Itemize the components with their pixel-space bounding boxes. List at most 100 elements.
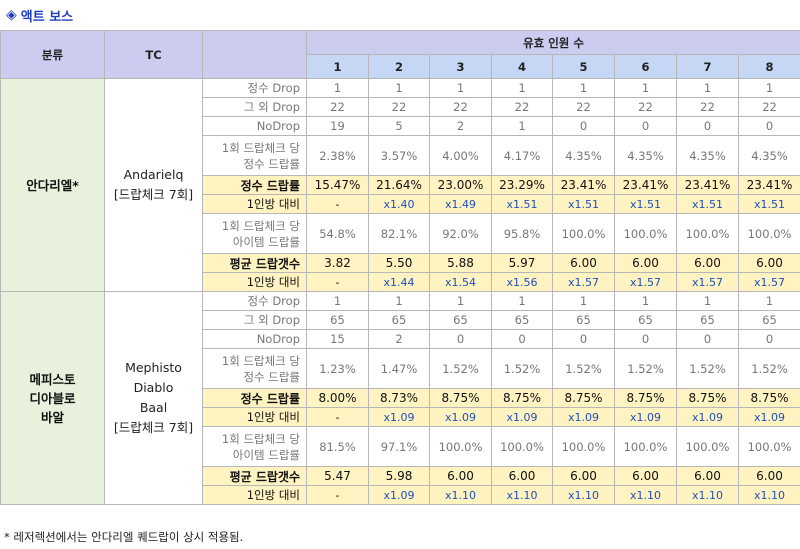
value-cell: 6.00	[552, 253, 615, 273]
row-label: NoDrop	[202, 329, 307, 349]
tc-line: Andarielq	[123, 167, 184, 182]
value-cell: 1	[491, 116, 553, 136]
row-quest: 안다리엘* Andarielq [드랍체크 7회] 정수 Drop 1 1 1 1 1 1 1 1	[0, 78, 800, 292]
boss-name: 메피스토 디아블로 바알	[0, 291, 105, 505]
header-count-6: 6	[614, 54, 677, 79]
header-tc: TC	[104, 30, 203, 79]
value-cell: 4.35%	[614, 135, 677, 176]
value-cell: x1.51	[737, 194, 800, 214]
value-cell: x1.57	[676, 272, 739, 292]
tc-line: Baal	[139, 400, 168, 415]
row-label-line: 정수 드랍률	[243, 369, 300, 384]
section-title-text: 액트 보스	[20, 9, 74, 25]
value-cell: 1	[306, 78, 369, 98]
value-cell: -	[306, 485, 369, 505]
row-label: 평균 드랍갯수	[202, 253, 307, 273]
tc-cell: Mephisto Diablo Baal [드랍체크 7회]	[104, 291, 203, 505]
value-cell: 0	[552, 116, 615, 136]
row-nodrop: NoDrop 15 2 0 0 0 0 0 0	[1, 329, 800, 349]
value-cell: x1.09	[429, 407, 492, 427]
value-cell: 100.0%	[676, 213, 739, 254]
row-item-check: 1회 드랍체크 당 아이템 드랍률 81.5% 97.1% 100.0% 100.0% 10…	[1, 426, 800, 467]
value-cell: 6.00	[676, 466, 739, 486]
value-cell: 8.75%	[737, 388, 800, 408]
value-cell: 1	[491, 78, 553, 98]
value-cell: 22	[491, 97, 553, 117]
value-cell: 100.0%	[429, 426, 492, 467]
value-cell: 1	[491, 291, 553, 311]
value-cell: x1.09	[368, 485, 430, 505]
value-cell: 4.00%	[429, 135, 492, 176]
value-cell: 1.52%	[614, 348, 677, 389]
value-cell: 54.8%	[306, 213, 369, 254]
value-cell: 1	[368, 291, 430, 311]
row-ratio1: 1인방 대비 - x1.09 x1.09 x1.09 x1.09 x1.09 x1.09 x1.…	[1, 407, 800, 427]
value-cell: 8.75%	[614, 388, 677, 408]
value-cell: 1	[676, 291, 739, 311]
value-cell: 0	[614, 329, 677, 349]
header-category: 분류	[0, 30, 105, 79]
tc-line: Diablo	[133, 380, 174, 395]
footnote: * 레저렉션에서는 안다리엘 퀘드랍이 상시 적용됨.	[4, 530, 244, 544]
value-cell: 1	[614, 78, 677, 98]
value-cell: x1.09	[676, 407, 739, 427]
row-label-line: 아이템 드랍률	[232, 447, 300, 462]
tc-cell: Andarielq [드랍체크 7회]	[104, 78, 203, 292]
row-label: 그 외 Drop	[202, 310, 307, 330]
row-label: 그 외 Drop	[202, 97, 307, 117]
value-cell: 23.29%	[491, 175, 553, 195]
value-cell: x1.51	[552, 194, 615, 214]
row-ratio2: 1인방 대비 - x1.44 x1.54 x1.56 x1.57 x1.57 x1.57 x1.…	[1, 272, 800, 292]
value-cell: 5.50	[368, 253, 430, 273]
value-cell: 1	[429, 78, 492, 98]
value-cell: 2	[368, 329, 430, 349]
value-cell: 100.0%	[552, 426, 615, 467]
row-label: 정수 Drop	[202, 78, 307, 98]
boss-name-line: 메피스토	[29, 371, 76, 387]
value-cell: x1.09	[368, 407, 430, 427]
row-label: 정수 Drop	[202, 291, 307, 311]
value-cell: 0	[552, 329, 615, 349]
tc-line: Mephisto	[125, 360, 182, 375]
value-cell: 0	[676, 116, 739, 136]
value-cell: 8.00%	[306, 388, 369, 408]
value-cell: 0	[676, 329, 739, 349]
value-cell: 0	[737, 116, 800, 136]
header-count-1: 1	[306, 54, 369, 79]
value-cell: 8.75%	[552, 388, 615, 408]
value-cell: x1.10	[614, 485, 677, 505]
row-label-line: 1회 드랍체크 당	[221, 218, 300, 233]
header-empty	[202, 30, 307, 79]
header-count-4: 4	[491, 54, 553, 79]
row-label-line: 1회 드랍체크 당	[221, 140, 300, 155]
value-cell: 1.23%	[306, 348, 369, 389]
header-count-2: 2	[368, 54, 430, 79]
value-cell: 1	[429, 291, 492, 311]
value-cell: 23.41%	[552, 175, 615, 195]
value-cell: 65	[306, 310, 369, 330]
value-cell: 22	[676, 97, 739, 117]
value-cell: x1.51	[491, 194, 553, 214]
row-ratio2: 1인방 대비 - x1.09 x1.10 x1.10 x1.10 x1.10 x1.10 x1.…	[1, 485, 800, 505]
value-cell: 6.00	[676, 253, 739, 273]
row-label-line: 1회 드랍체크 당	[221, 431, 300, 446]
row-label: NoDrop	[202, 116, 307, 136]
header-count-8: 8	[737, 54, 800, 79]
value-cell: 2	[429, 116, 492, 136]
value-cell: x1.49	[429, 194, 492, 214]
value-cell: 4.35%	[676, 135, 739, 176]
value-cell: x1.54	[429, 272, 492, 292]
boss-name-line: 디아블로	[29, 390, 76, 406]
value-cell: 92.0%	[429, 213, 492, 254]
value-cell: 3.57%	[368, 135, 430, 176]
value-cell: 6.00	[614, 466, 677, 486]
value-cell: 22	[429, 97, 492, 117]
value-cell: 5	[368, 116, 430, 136]
value-cell: 1.52%	[676, 348, 739, 389]
value-cell: 100.0%	[676, 426, 739, 467]
value-cell: 65	[368, 310, 430, 330]
value-cell: 1.52%	[491, 348, 553, 389]
value-cell: 65	[491, 310, 553, 330]
